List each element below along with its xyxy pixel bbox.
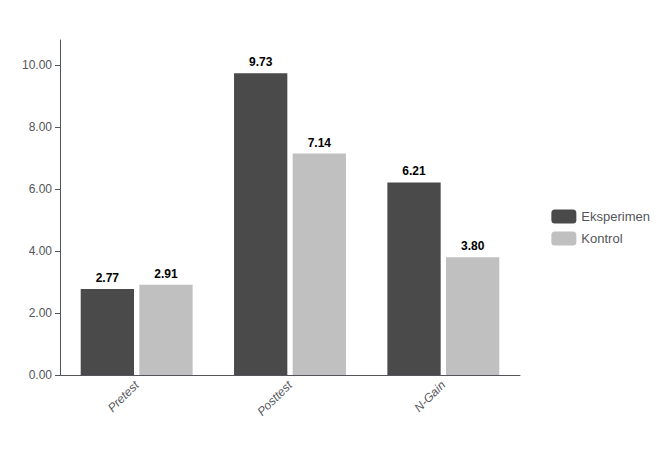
- svg-text:2.00: 2.00: [29, 306, 53, 320]
- svg-text:3.80: 3.80: [461, 239, 485, 253]
- svg-text:6.00: 6.00: [29, 182, 53, 196]
- svg-text:Posttest: Posttest: [254, 378, 295, 419]
- svg-text:0.00: 0.00: [29, 368, 53, 382]
- svg-text:9.73: 9.73: [249, 55, 273, 69]
- svg-text:8.00: 8.00: [29, 120, 53, 134]
- svg-text:2.77: 2.77: [96, 271, 120, 285]
- svg-text:2.91: 2.91: [154, 267, 178, 281]
- svg-text:10.00: 10.00: [22, 58, 52, 72]
- svg-text:N-Gain: N-Gain: [412, 378, 449, 415]
- svg-text:6.21: 6.21: [402, 164, 426, 178]
- svg-text:Kontrol: Kontrol: [581, 231, 622, 246]
- svg-text:4.00: 4.00: [29, 244, 53, 258]
- svg-text:Pretest: Pretest: [105, 378, 142, 415]
- svg-text:Eksperimen: Eksperimen: [581, 209, 650, 224]
- svg-text:7.14: 7.14: [308, 136, 332, 150]
